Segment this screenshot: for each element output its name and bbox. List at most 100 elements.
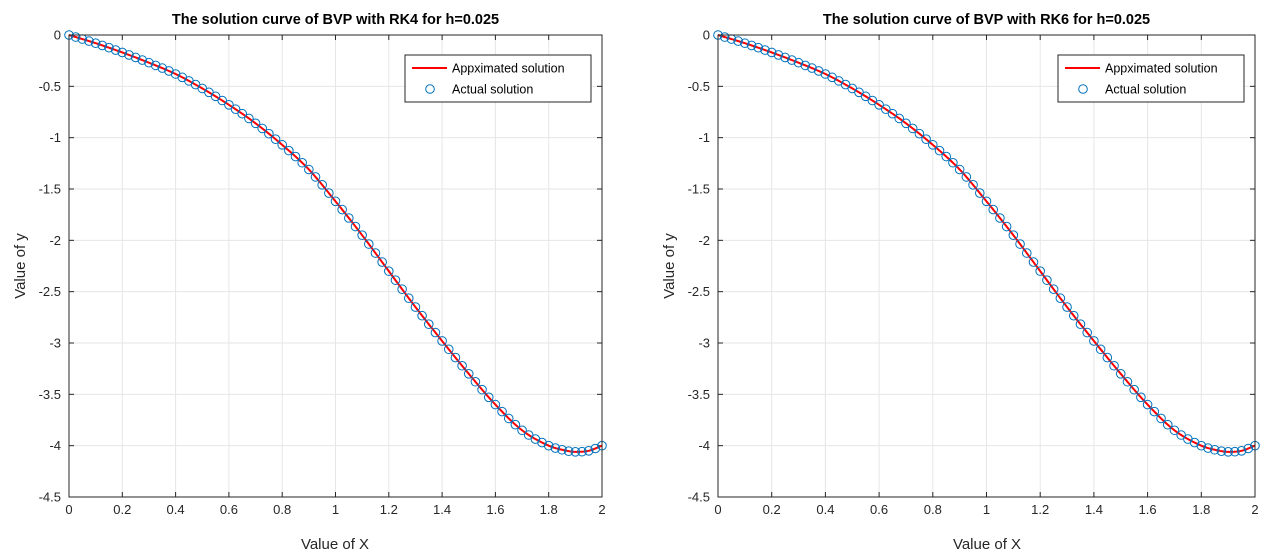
data-point-actual	[70, 32, 81, 42]
data-point-actual	[1008, 230, 1019, 240]
data-point-actual	[1216, 446, 1227, 456]
chart-title: The solution curve of BVP with RK6 for h…	[823, 12, 1150, 28]
data-point-actual	[110, 45, 121, 55]
data-point-actual	[364, 239, 374, 249]
data-point-actual	[1122, 376, 1133, 387]
y-axis-label: Value of y	[661, 233, 678, 299]
data-point-actual	[961, 172, 972, 182]
x-tick-label: 0.2	[763, 502, 781, 517]
data-point-actual	[563, 446, 574, 456]
data-point-actual	[1042, 275, 1052, 285]
data-point-actual	[787, 55, 797, 65]
x-axis-label: Value of X	[953, 536, 1021, 553]
data-point-actual	[463, 369, 474, 379]
data-point-actual	[150, 60, 161, 71]
x-tick-label: 2	[1251, 502, 1258, 517]
data-point-actual	[968, 180, 978, 190]
data-point-actual	[1236, 446, 1247, 456]
data-point-actual	[370, 248, 381, 258]
data-point-actual	[137, 55, 148, 65]
data-point-actual	[297, 157, 307, 168]
legend: Appximated solution Actual solution	[1057, 54, 1245, 103]
data-point-actual	[766, 47, 777, 58]
data-point-actual	[901, 118, 911, 129]
data-point-actual	[224, 100, 234, 110]
data-point-actual	[746, 40, 757, 51]
data-point-actual	[403, 293, 414, 304]
data-point-actual	[277, 140, 288, 150]
data-point-actual	[874, 100, 884, 110]
data-point-actual	[921, 134, 931, 144]
data-point-actual	[995, 213, 1005, 223]
data-point-actual	[733, 36, 743, 46]
data-point-actual	[1162, 419, 1173, 430]
y-tick-label: -2	[49, 233, 61, 248]
data-point-actual	[437, 336, 447, 346]
data-point-actual	[164, 66, 174, 76]
data-point-actual	[887, 108, 898, 119]
data-point-actual	[350, 221, 361, 232]
x-tick-label: 0.4	[816, 502, 834, 517]
data-point-actual	[1109, 360, 1119, 371]
data-point-actual	[490, 399, 501, 410]
data-point-actual	[1082, 327, 1092, 338]
x-axis-label: Value of X	[301, 536, 369, 553]
data-point-actual	[813, 66, 824, 76]
legend-marker-swatch	[1078, 84, 1088, 94]
chart-1: 0 0.2 0.4 0.6 0.8 1 1.2 1.4 1.6 1.8 2 0 -0.5 -1 -1.5 -2…	[12, 12, 607, 553]
data-point-actual	[230, 104, 241, 115]
y-tick-label: -0.5	[39, 79, 61, 94]
data-point-actual	[443, 344, 454, 355]
data-point-actual	[1136, 392, 1146, 403]
legend-label-approximated: Appximated solution	[1105, 62, 1218, 76]
data-point-actual	[1055, 293, 1066, 304]
legend: Appximated solution Actual solution	[404, 54, 592, 103]
data-point-actual	[390, 275, 401, 285]
data-point-actual	[90, 38, 101, 49]
data-point-actual	[450, 352, 461, 363]
data-point-actual	[317, 180, 327, 190]
data-point-actual	[807, 63, 817, 73]
data-point-actual	[800, 60, 811, 71]
data-point-actual	[337, 204, 347, 215]
data-point-actual	[773, 50, 784, 60]
data-point-actual	[793, 57, 804, 68]
series-line-approximated	[717, 34, 1256, 453]
data-point-actual	[570, 447, 581, 457]
data-point-actual	[780, 52, 790, 63]
y-tick-label: 0	[54, 28, 61, 43]
data-point-actual	[430, 327, 441, 338]
x-tick-label: 0.6	[870, 502, 888, 517]
data-point-actual	[503, 413, 514, 424]
data-point-actual	[457, 360, 467, 371]
x-tick-label: 1.4	[433, 502, 451, 517]
data-point-actual	[477, 384, 487, 395]
data-point-actual	[1115, 369, 1126, 379]
x-tick-label: 1.2	[1031, 502, 1049, 517]
data-point-actual	[97, 40, 108, 51]
x-tick-label: 1.8	[1192, 502, 1210, 517]
data-point-actual	[881, 104, 891, 115]
data-point-actual	[290, 151, 301, 162]
data-point-actual	[988, 204, 999, 215]
data-point-actual	[974, 188, 985, 198]
data-point-actual	[377, 257, 387, 267]
data-point-actual	[1075, 319, 1086, 330]
data-point-actual	[1189, 437, 1200, 448]
data-point-actual	[1001, 221, 1012, 232]
data-point-actual	[1015, 239, 1025, 249]
data-point-actual	[517, 425, 527, 436]
y-tick-label: -4.5	[39, 490, 61, 505]
x-tick-label: 1.4	[1085, 502, 1103, 517]
axes-box	[68, 34, 603, 498]
data-point-actual	[84, 36, 94, 46]
x-tick-label: 1	[983, 502, 990, 517]
data-point-actual	[250, 118, 261, 129]
x-tick-label: 1	[332, 502, 339, 517]
y-tick-label: -3.5	[688, 387, 710, 402]
legend-label-actual: Actual solution	[1105, 83, 1186, 97]
y-tick-label: -1	[698, 130, 710, 145]
chart-2: 0 0.2 0.4 0.6 0.8 1 1.2 1.4 1.6 1.8 2 0 -0.5 -1 -1.5 -2…	[661, 12, 1260, 553]
y-tick-label: -4	[49, 438, 61, 453]
